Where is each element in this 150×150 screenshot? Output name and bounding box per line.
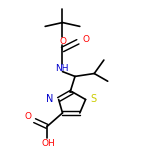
Text: O: O bbox=[83, 35, 90, 44]
Text: S: S bbox=[90, 94, 96, 103]
Text: O: O bbox=[60, 37, 67, 46]
Text: N: N bbox=[46, 94, 54, 103]
Text: OH: OH bbox=[41, 139, 55, 148]
Text: NH: NH bbox=[55, 64, 68, 73]
Text: O: O bbox=[25, 112, 32, 121]
